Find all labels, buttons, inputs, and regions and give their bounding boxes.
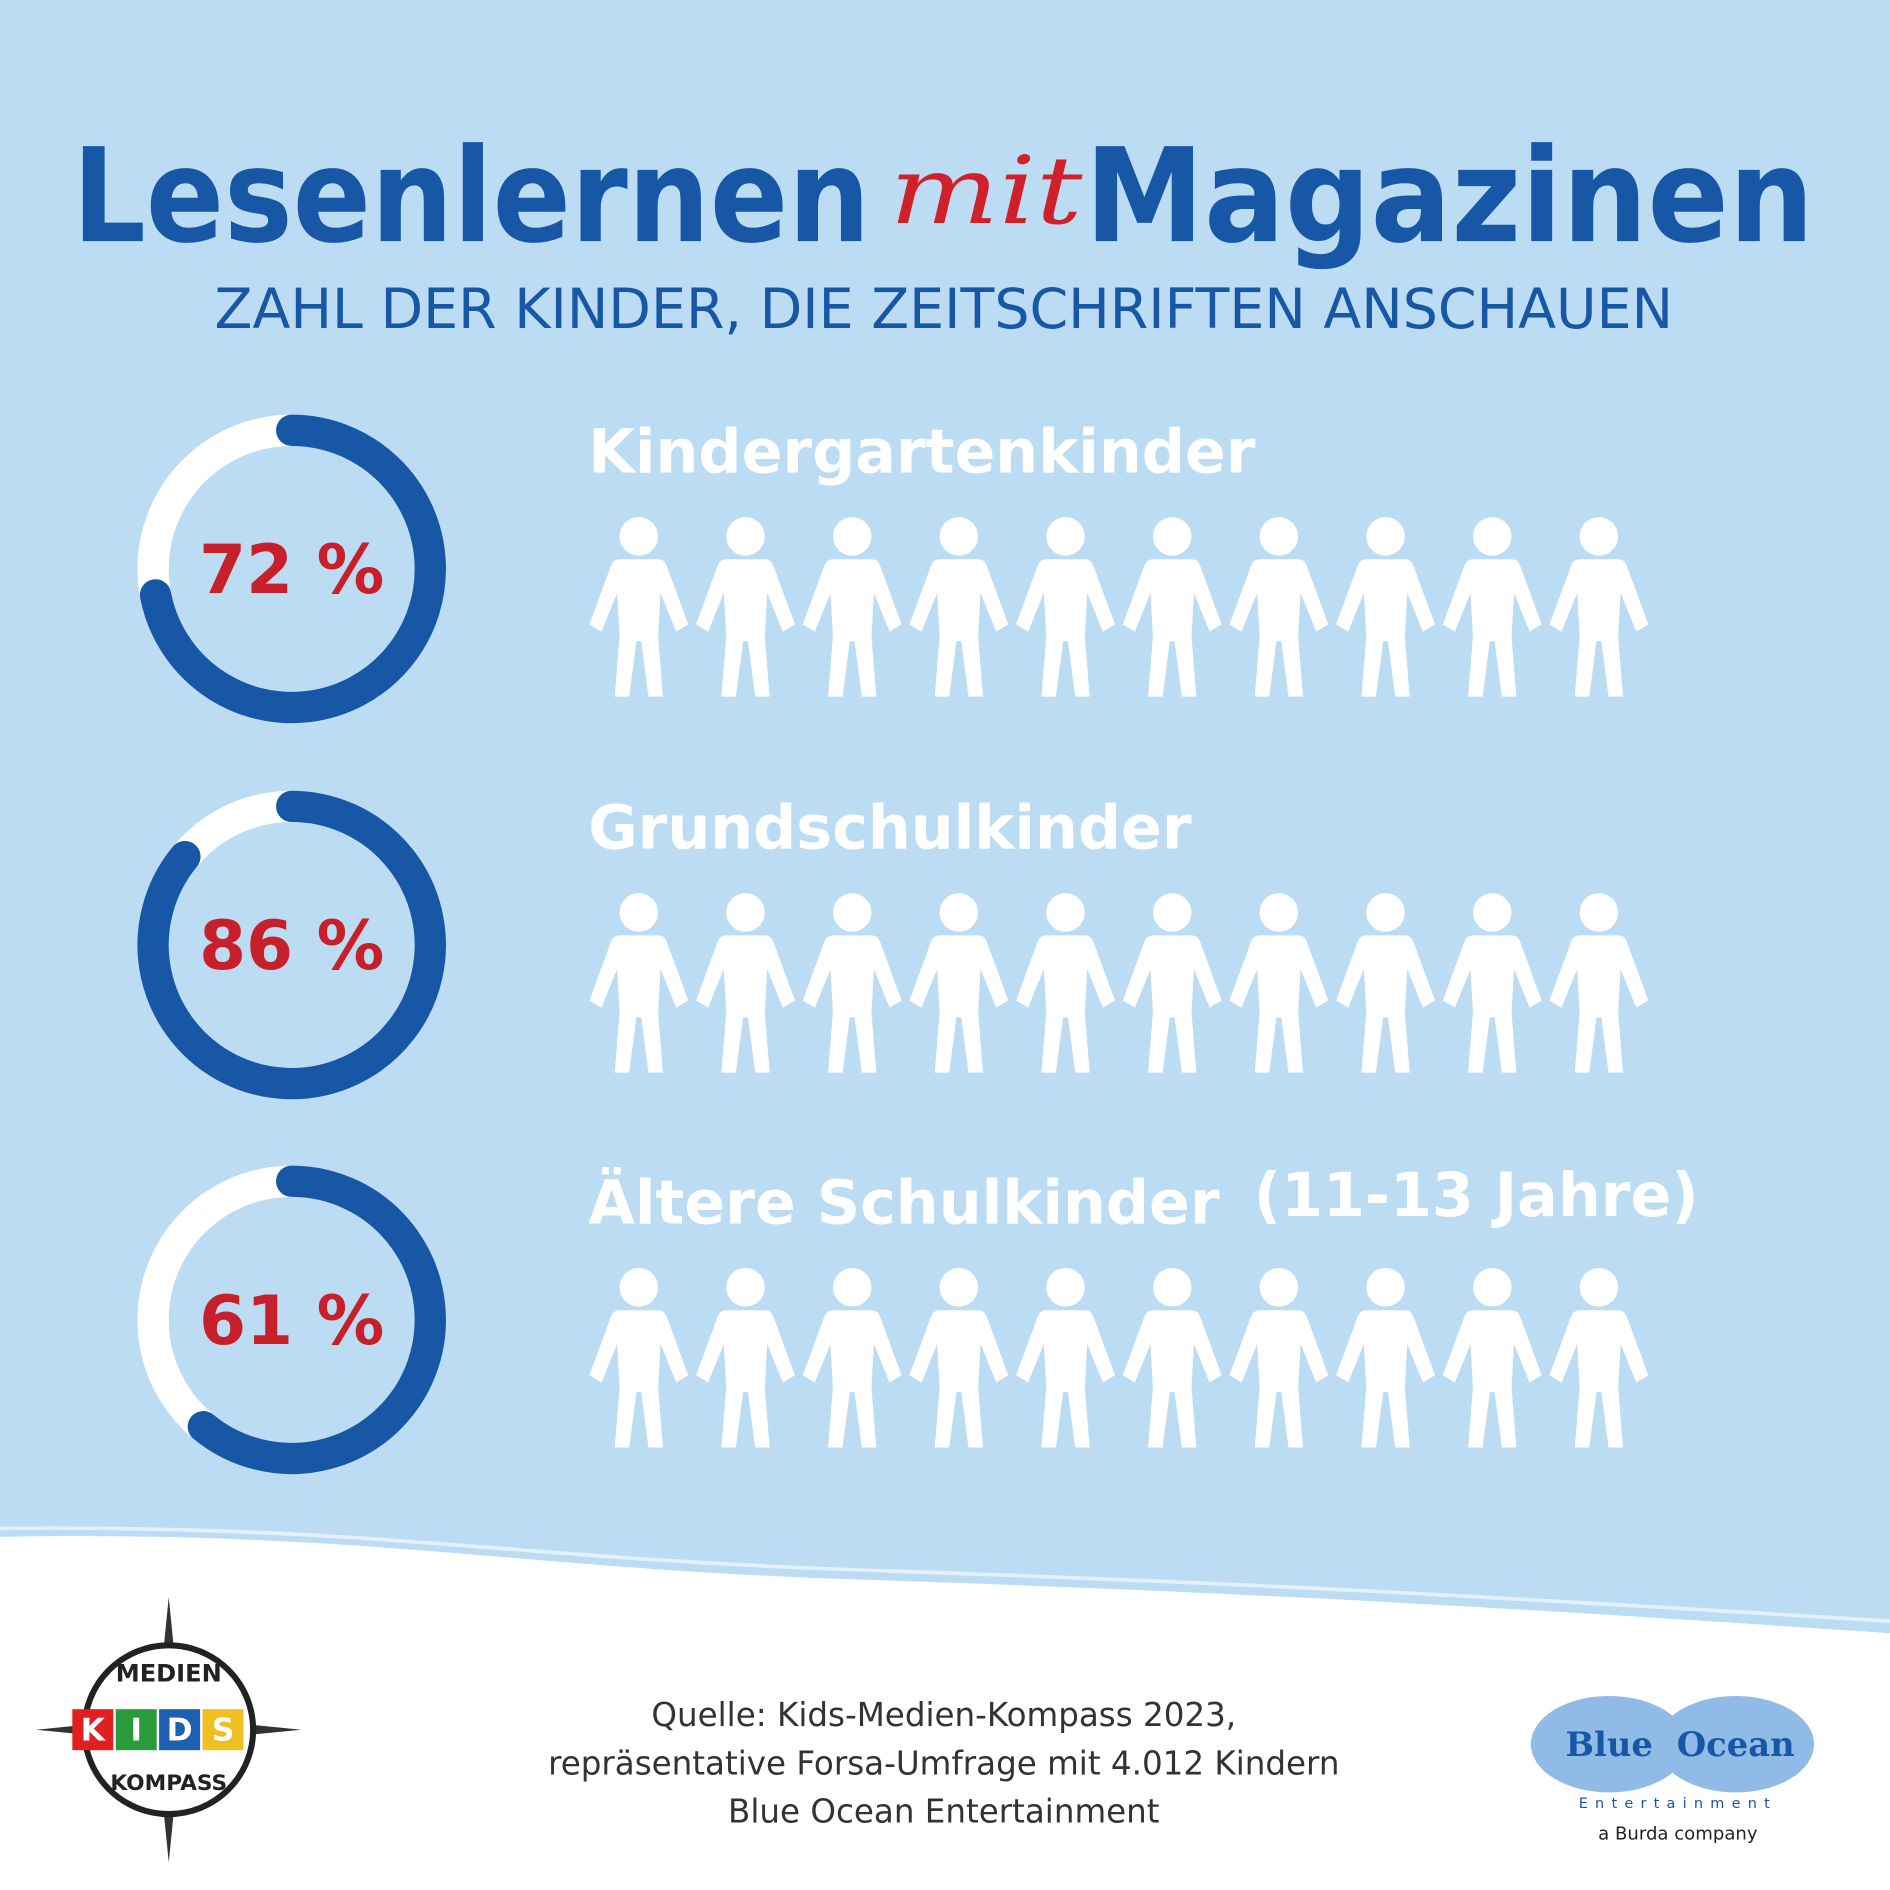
title: mit: [890, 137, 1083, 246]
group-note: (11-13 Jahre): [1254, 1161, 1699, 1231]
kids-logo: MEDIEN K I D S KOMPASS: [36, 1597, 302, 1863]
logo-text: a Burda company: [1598, 1823, 1758, 1844]
logo-text: I: [130, 1713, 142, 1749]
logo-text: K: [81, 1713, 107, 1749]
footer-line: Blue Ocean Entertainment: [728, 1793, 1159, 1831]
percent-label: 86 %: [199, 906, 384, 985]
logo-text: Ocean: [1677, 1724, 1795, 1764]
percent-label: 72 %: [199, 530, 384, 609]
donut-arc: [139, 414, 446, 724]
logo-text: MEDIEN: [116, 1659, 222, 1687]
title: Magazinen: [1085, 120, 1814, 272]
group-label: Ältere Schulkinder: [588, 1166, 1220, 1238]
logo-text: Entertainment: [1579, 1796, 1777, 1812]
donut-arc: [137, 790, 446, 1100]
group-label: Kindergartenkinder: [588, 418, 1256, 488]
footer-line: Quelle: Kids-Medien-Kompass 2023,: [651, 1696, 1236, 1734]
title: Lesenlernen: [72, 120, 870, 272]
charts: 72 % Kindergartenkinder 86 % Grundschulkind…: [137, 414, 1699, 1475]
logo-text: S: [212, 1713, 235, 1749]
logo-text: KOMPASS: [110, 1771, 227, 1796]
footer-line: repräsentative Forsa-Umfrage mit 4.012 K…: [548, 1744, 1339, 1782]
wave-line: [0, 1526, 1890, 1624]
blue-ocean-logo: Blue Ocean Entertainment a Burda company: [1530, 1695, 1815, 1844]
logo-text: D: [167, 1713, 193, 1749]
percent-label: 61 %: [199, 1281, 384, 1360]
donut-arc: [187, 1165, 446, 1475]
subtitle: ZAHL DER KINDER, DIE ZEITSCHRIFTEN ANSCH…: [215, 278, 1673, 342]
logo-text: Blue: [1565, 1724, 1652, 1764]
group-label: Grundschulkinder: [588, 794, 1192, 864]
wave: [0, 1536, 1890, 1890]
